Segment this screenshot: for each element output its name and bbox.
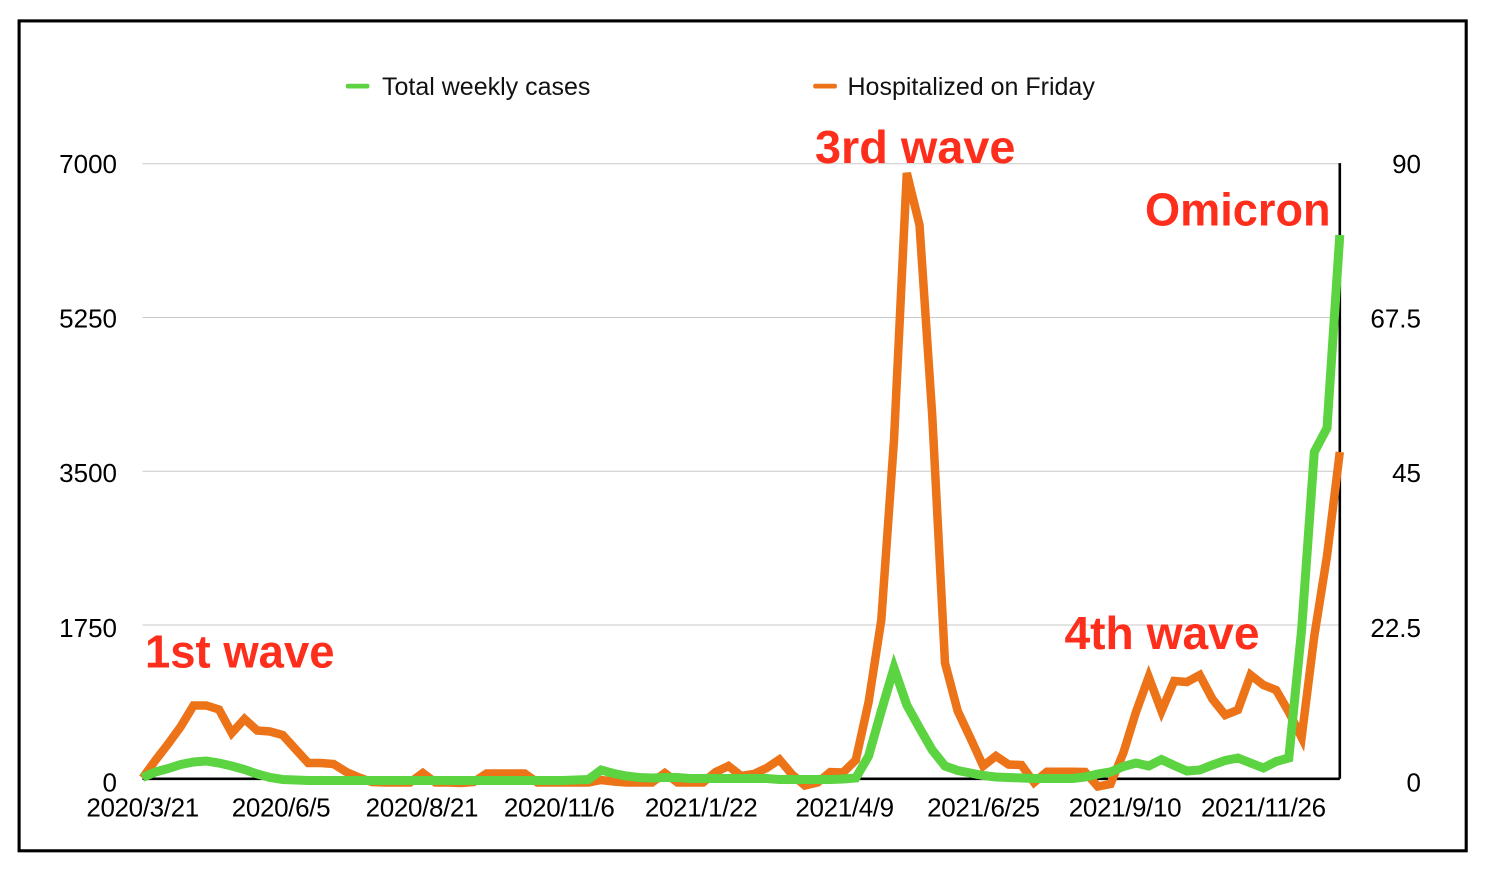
svg-text:7000: 7000 (59, 149, 117, 179)
svg-text:2020/6/5: 2020/6/5 (232, 793, 330, 823)
svg-text:0: 0 (1407, 767, 1421, 797)
svg-text:Omicron: Omicron (1145, 184, 1331, 236)
svg-text:2021/9/10: 2021/9/10 (1069, 793, 1182, 823)
svg-text:0: 0 (103, 767, 117, 797)
svg-text:2020/11/6: 2020/11/6 (504, 793, 615, 823)
svg-text:2021/6/25: 2021/6/25 (927, 793, 1040, 823)
svg-text:Total weekly cases: Total weekly cases (382, 73, 590, 101)
svg-text:2020/8/21: 2020/8/21 (366, 793, 479, 823)
svg-text:22.5: 22.5 (1370, 613, 1421, 643)
svg-text:5250: 5250 (59, 304, 117, 334)
svg-text:90: 90 (1392, 149, 1421, 179)
svg-text:67.5: 67.5 (1370, 304, 1421, 334)
svg-text:45: 45 (1392, 458, 1421, 488)
svg-text:Hospitalized on Friday: Hospitalized on Friday (848, 73, 1096, 101)
svg-text:3500: 3500 (59, 458, 117, 488)
svg-text:4th wave: 4th wave (1065, 607, 1260, 659)
svg-text:3rd wave: 3rd wave (815, 121, 1016, 173)
svg-text:1750: 1750 (59, 613, 117, 643)
svg-text:2021/11/26: 2021/11/26 (1201, 793, 1326, 823)
svg-text:2021/4/9: 2021/4/9 (795, 793, 893, 823)
svg-text:2021/1/22: 2021/1/22 (645, 793, 758, 823)
svg-text:2020/3/21: 2020/3/21 (86, 793, 199, 823)
svg-text:1st wave: 1st wave (145, 626, 335, 678)
